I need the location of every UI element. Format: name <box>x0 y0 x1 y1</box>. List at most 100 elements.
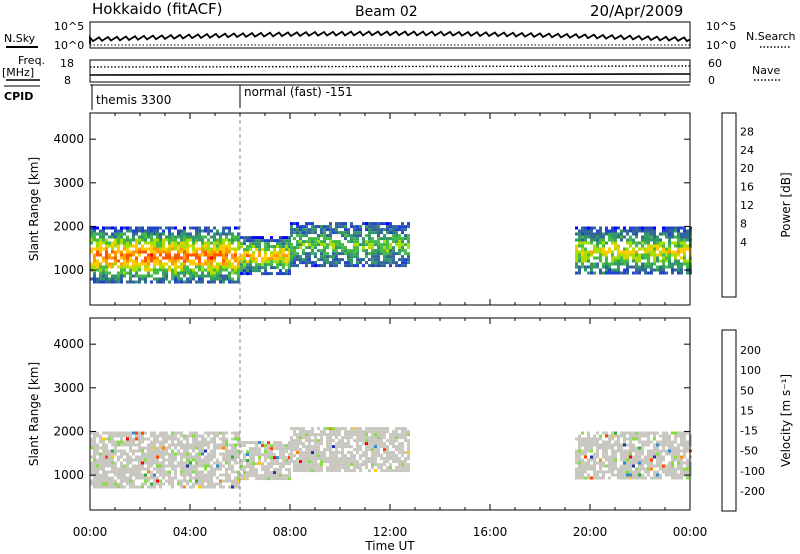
data-cell <box>398 442 401 446</box>
data-cell <box>596 470 599 474</box>
data-cell <box>383 222 386 226</box>
data-cell <box>129 437 132 441</box>
data-cell <box>680 458 683 462</box>
data-cell <box>653 244 656 248</box>
data-cell <box>174 265 177 269</box>
data-cell <box>204 467 207 471</box>
data-cell <box>228 265 231 269</box>
data-cell <box>264 263 267 267</box>
data-cell <box>114 238 117 242</box>
data-cell <box>132 443 135 447</box>
data-cell <box>596 262 599 266</box>
data-cell <box>222 437 225 441</box>
data-cell <box>210 274 213 278</box>
data-cell <box>234 271 237 275</box>
data-cell <box>386 460 389 464</box>
data-cell <box>90 443 93 447</box>
data-cell <box>267 471 270 475</box>
data-cell <box>273 456 276 460</box>
data-cell <box>147 265 150 269</box>
data-cell <box>380 252 383 256</box>
data-cell <box>216 268 219 272</box>
data-cell <box>356 264 359 268</box>
data-cell <box>326 225 329 229</box>
data-cell <box>386 439 389 443</box>
data-cell <box>147 232 150 236</box>
data-cell <box>293 439 296 443</box>
data-cell <box>228 464 231 468</box>
data-cell <box>165 247 168 251</box>
data-cell <box>671 455 674 459</box>
data-cell <box>171 256 174 260</box>
data-cell <box>240 272 243 276</box>
data-cell <box>311 222 314 226</box>
data-cell <box>102 271 105 275</box>
data-cell <box>210 464 213 468</box>
data-cell <box>347 249 350 253</box>
data-cell <box>299 430 302 434</box>
data-cell <box>668 440 671 444</box>
data-cell <box>680 431 683 435</box>
data-cell <box>377 430 380 434</box>
data-cell <box>407 454 410 458</box>
data-cell <box>326 237 329 241</box>
data-cell <box>641 476 644 480</box>
data-cell <box>653 262 656 266</box>
data-cell <box>192 476 195 480</box>
data-cell <box>296 451 299 455</box>
data-cell <box>686 431 689 435</box>
data-cell <box>341 436 344 440</box>
data-cell <box>138 467 141 471</box>
data-cell <box>680 449 683 453</box>
data-cell <box>611 271 614 275</box>
data-cell <box>686 238 689 242</box>
data-cell <box>335 264 338 268</box>
data-cell <box>401 222 404 226</box>
data-cell <box>653 437 656 441</box>
data-cell <box>353 243 356 247</box>
data-cell <box>114 262 117 266</box>
data-cell <box>141 446 144 450</box>
data-cell <box>111 434 114 438</box>
data-cell <box>120 482 123 486</box>
beam-title: Beam 02 <box>355 4 418 20</box>
data-cell <box>608 458 611 462</box>
data-cell <box>290 255 293 259</box>
data-cell <box>296 439 299 443</box>
data-cell <box>216 434 219 438</box>
data-cell <box>231 446 234 450</box>
data-cell <box>341 466 344 470</box>
data-cell <box>635 268 638 272</box>
data-cell <box>237 247 240 251</box>
data-cell <box>123 247 126 251</box>
data-cell <box>93 467 96 471</box>
data-cell <box>129 440 132 444</box>
data-cell <box>683 446 686 450</box>
data-cell <box>171 232 174 236</box>
data-cell <box>204 440 207 444</box>
data-cell <box>177 431 180 435</box>
data-cell <box>608 271 611 275</box>
data-cell <box>138 476 141 480</box>
data-cell <box>177 244 180 248</box>
data-cell <box>356 252 359 256</box>
data-cell <box>629 434 632 438</box>
data-cell <box>264 459 267 463</box>
data-cell <box>279 263 282 267</box>
data-cell <box>323 243 326 247</box>
data-cell <box>659 238 662 242</box>
data-cell <box>108 479 111 483</box>
data-cell <box>120 271 123 275</box>
data-cell <box>282 474 285 478</box>
data-cell <box>653 464 656 468</box>
data-cell <box>587 458 590 462</box>
data-cell <box>575 452 578 456</box>
freq-tick-top: 18 <box>60 57 74 70</box>
data-cell <box>680 473 683 477</box>
data-cell <box>210 476 213 480</box>
data-cell <box>159 443 162 447</box>
data-cell <box>335 463 338 467</box>
data-cell <box>117 277 120 281</box>
data-cell <box>362 442 365 446</box>
data-cell <box>147 437 150 441</box>
